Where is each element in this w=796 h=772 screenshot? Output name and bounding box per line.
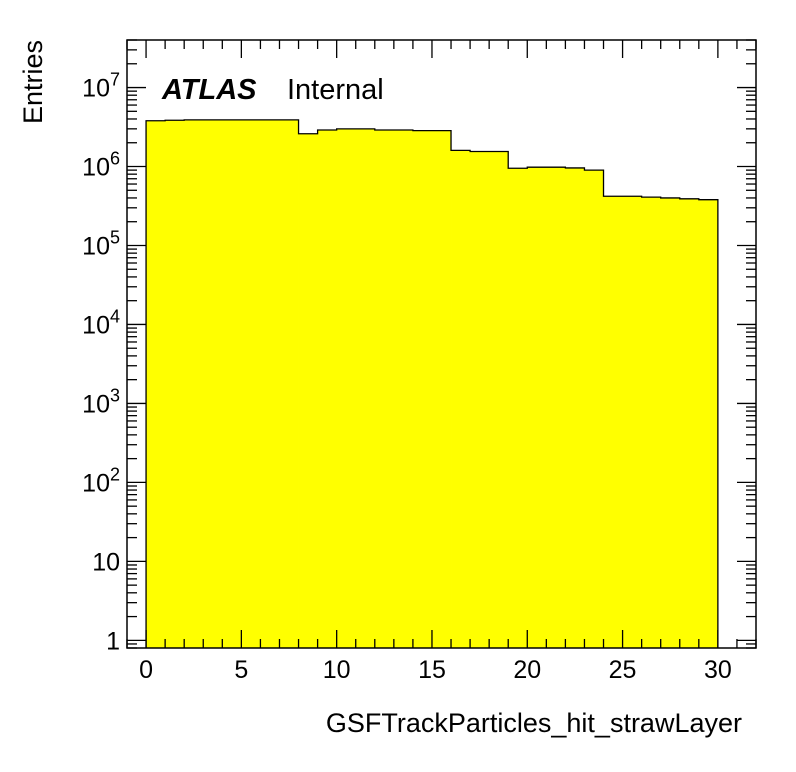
y-tick-label: 104 [82,306,120,339]
histogram-bin [660,197,681,648]
x-tick-label: 30 [704,656,732,684]
histogram-bin [565,167,585,649]
histogram-bars [145,119,719,649]
axis-ticks [126,39,757,649]
x-tick-label: 25 [609,656,637,684]
histogram-bin [641,197,662,649]
y-tick-label: 107 [82,70,120,103]
histogram-bin [527,167,547,648]
histogram-bin [222,119,242,649]
y-axis-title: Entries [18,40,48,124]
x-tick-label: 10 [323,656,351,684]
x-axis-title: GSFTrackParticles_hit_strawLayer [326,708,742,738]
plot-frame [126,39,757,649]
histogram-bin [679,198,700,648]
histogram-bin [451,150,471,648]
histogram-bin [546,167,566,648]
histogram-bin [374,130,395,649]
histogram-bin [412,130,433,648]
histogram-bin [470,151,490,648]
histogram-bin [622,196,643,649]
histogram-bin [698,199,719,649]
y-tick-label: 106 [82,149,120,182]
histogram-bin [489,151,509,648]
y-tick-labels: 1 10 102 103 104 105 106 107 [82,70,120,656]
y-tick-label: 105 [82,227,120,260]
histogram-bin [584,170,604,648]
y-tick-label: 102 [82,464,120,497]
atlas-label: ATLAS [161,74,257,106]
histogram-bin [279,119,299,649]
y-tick-label: 10 [92,548,120,576]
histogram-bin [241,119,261,649]
histogram-bin [298,133,319,648]
histogram-bin [317,130,338,649]
histogram-bin [165,120,185,648]
x-tick-label: 0 [139,656,153,684]
histogram-bin [184,119,204,649]
histogram-bin [355,128,376,649]
histogram-outline [145,119,719,648]
y-tick-label: 103 [82,385,120,418]
internal-label: Internal [287,74,384,106]
histogram-bin [146,120,166,648]
histogram-bin [508,168,528,649]
x-tick-label: 5 [234,656,248,684]
y-tick-label: 1 [106,627,120,655]
histogram-bin [260,119,280,649]
histogram-bin [336,128,357,649]
x-tick-label: 20 [513,656,541,684]
histogram-bin [603,196,623,649]
x-tick-labels: 0 5 10 15 20 25 30 [139,656,732,684]
histogram-bin [203,119,223,649]
histogram-bin [431,130,452,648]
x-tick-label: 15 [418,656,446,684]
histogram-bin [393,130,414,649]
